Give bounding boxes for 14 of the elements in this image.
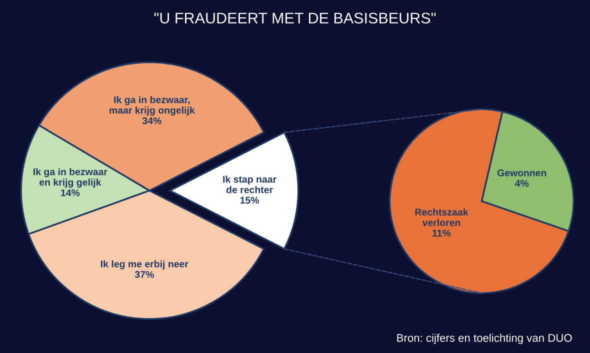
data-label: 34% — [142, 117, 162, 124]
chart-title: "U FRAUDEERT MET DE BASISBEURS" — [154, 12, 436, 24]
data-label: 15% — [240, 196, 260, 204]
slice-label: Ik ga in bezwaar en krijg gelijk — [34, 168, 108, 188]
data-label: 4% — [514, 180, 529, 187]
data-label: 14% — [61, 189, 80, 196]
slice-label: Ik leg me erbij neer — [101, 260, 188, 270]
data-label: 11% — [432, 230, 451, 237]
text: Bron: cijfers en toelichting van DUO — [397, 334, 572, 344]
data-label: 37% — [134, 271, 154, 278]
slice-label: Ik stap naar de rechter — [223, 176, 276, 194]
slice-label: Rechtszaak verloren — [415, 208, 468, 226]
slice-label: Gewonnen — [497, 169, 546, 176]
slice-label: Ik ga in bezwaar, maar krijg ongelijk — [110, 96, 195, 116]
